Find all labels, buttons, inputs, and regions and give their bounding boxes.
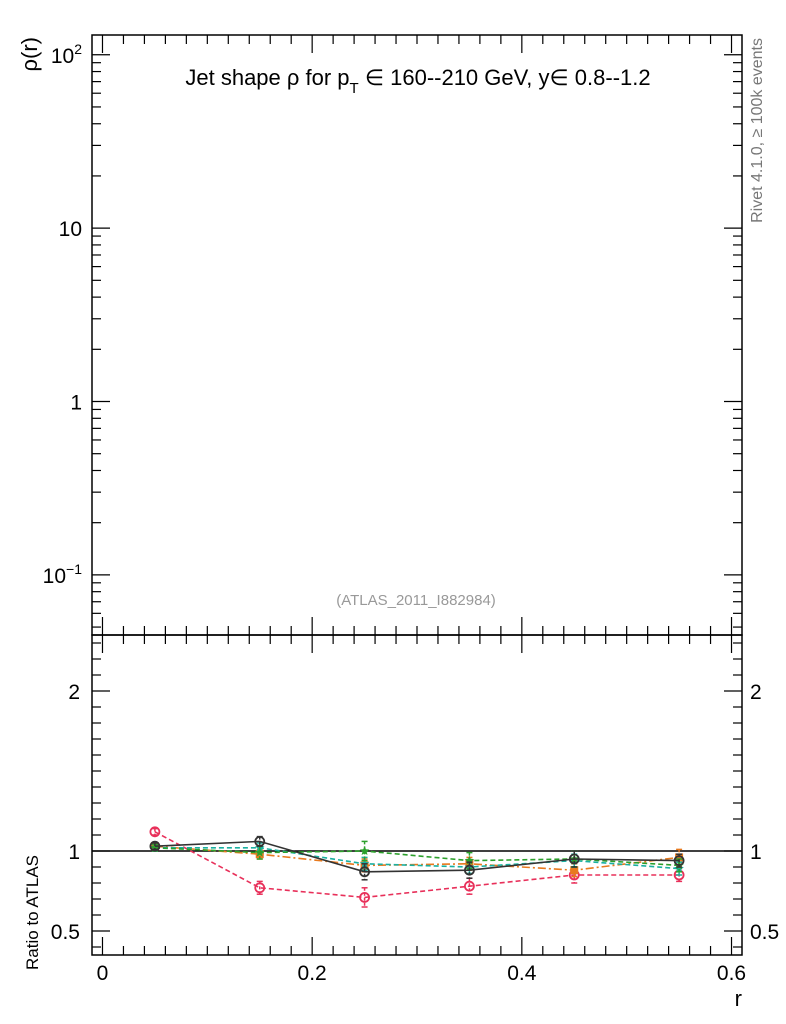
x-tick-label: 0 <box>97 962 109 985</box>
series-4 <box>149 835 685 881</box>
main-plot-frame <box>91 34 743 636</box>
ratio-y-tick-label-left: 0.5 <box>51 921 80 944</box>
data-point <box>675 853 684 862</box>
main-y-tick-label-base: 10 <box>43 565 66 588</box>
analysis-annotation: (ATLAS_2011_I882984) <box>336 592 496 609</box>
data-point <box>149 826 161 838</box>
main-y-tick-label: 1 <box>70 392 82 415</box>
ratio-y-axis-label: Ratio to ATLAS <box>23 855 42 970</box>
data-point <box>673 855 685 866</box>
data-point <box>359 892 370 903</box>
x-tick-label: 0.6 <box>717 962 746 985</box>
series-line <box>154 840 680 873</box>
data-point <box>464 864 475 876</box>
chart-title: Jet shape ρ for pT ∈ 160--210 GeV, y∈ 0.… <box>185 65 650 97</box>
x-tick-label: 0.4 <box>507 962 537 985</box>
data-point <box>570 866 579 875</box>
main-axis-ticks <box>92 35 742 635</box>
data-point <box>149 840 161 852</box>
ratio-y-tick-label-left: 2 <box>68 681 80 704</box>
series-line <box>154 831 680 899</box>
main-y-tick-label-exponent: 2 <box>74 41 82 57</box>
ratio-y-tick-label-right: 2 <box>750 681 762 704</box>
data-point <box>568 853 580 865</box>
series-0 <box>149 826 685 908</box>
ratio-axis-ticks <box>92 635 742 955</box>
ratio-tick-labels: 0.5 0.5 1 1 2 2 0 0.2 0.4 0.6 <box>51 681 779 985</box>
data-point <box>254 836 266 847</box>
main-y-axis-label: ρ(r) <box>17 37 42 72</box>
ratio-plot-frame <box>91 634 743 956</box>
rivet-version-label: Rivet 4.1.0, ≥ 100k events <box>749 38 766 223</box>
main-y-tick-label: 10−1 <box>43 561 83 588</box>
title-subscript: T <box>350 80 359 97</box>
x-tick-label: 0.2 <box>298 962 327 985</box>
data-point <box>359 846 370 855</box>
title-prefix: Jet shape ρ for p <box>185 65 349 90</box>
main-y-tick-label: 10 <box>59 218 82 241</box>
series-line <box>154 845 680 872</box>
x-axis-label: r <box>735 986 742 1011</box>
main-y-tick-label-exponent: −1 <box>66 561 82 577</box>
main-y-tick-label: 102 <box>51 41 82 68</box>
ratio-y-tick-label-right: 0.5 <box>750 921 779 944</box>
data-point <box>254 882 266 894</box>
data-point <box>464 880 475 892</box>
data-point <box>674 863 684 873</box>
ratio-series <box>149 826 685 908</box>
data-point <box>359 866 370 878</box>
main-y-tick-label-base: 10 <box>59 218 82 241</box>
main-y-tick-label-base: 10 <box>51 45 74 68</box>
ratio-y-tick-label-left: 1 <box>68 841 80 864</box>
data-point <box>150 842 160 852</box>
main-y-tick-label-base: 1 <box>70 392 82 415</box>
title-suffix: ∈ 160--210 GeV, y∈ 0.8--1.2 <box>359 65 651 90</box>
ratio-y-tick-label-right: 1 <box>750 841 762 864</box>
data-point <box>255 847 265 857</box>
